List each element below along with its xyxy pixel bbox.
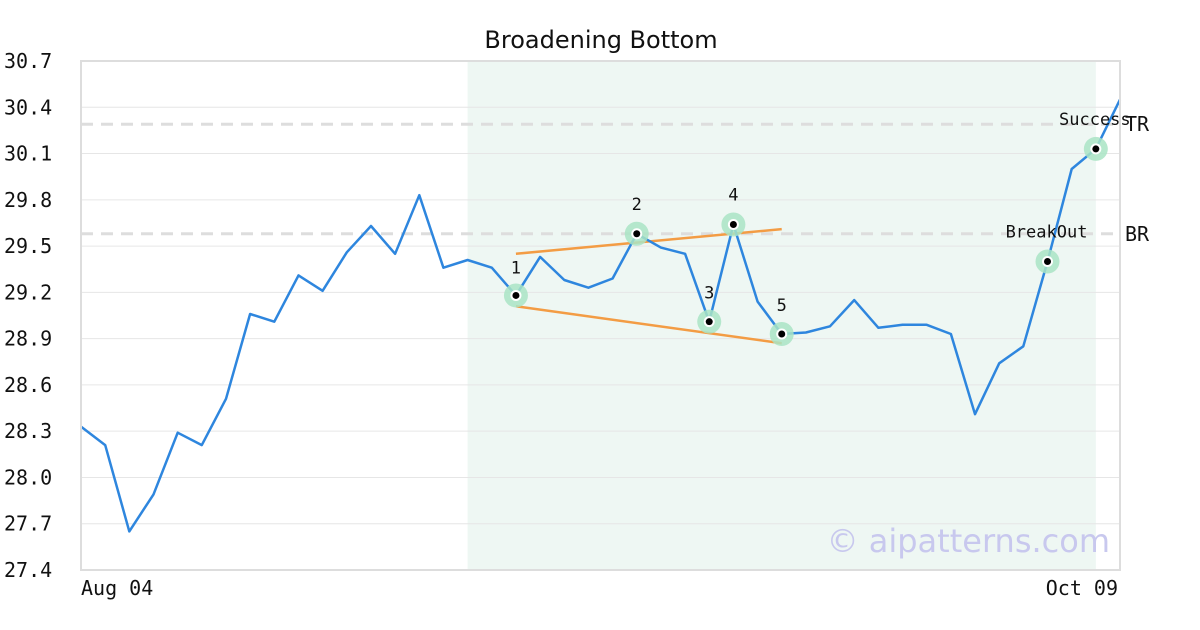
y-tick-label: 28.9 <box>4 327 52 351</box>
annotation-label: BreakOut <box>1006 223 1088 243</box>
y-tick-label: 30.7 <box>4 49 52 73</box>
marker-point <box>1092 145 1100 153</box>
marker-point <box>633 230 641 238</box>
y-tick-label: 30.1 <box>4 142 52 166</box>
x-tick-label: Aug 04 <box>81 576 153 600</box>
y-tick-label: 29.2 <box>4 280 52 304</box>
marker-point <box>729 220 737 228</box>
y-tick-label: 28.3 <box>4 419 52 443</box>
y-tick-label: 30.4 <box>4 95 52 119</box>
marker-point <box>512 291 520 299</box>
y-tick-label: 27.7 <box>4 512 52 536</box>
x-axis-ticks: Aug 04 Oct 09 <box>81 576 1118 600</box>
pattern-point-label: 1 <box>511 258 521 278</box>
marker-point <box>1044 258 1052 266</box>
y-axis-ticks: 27.4 27.7 28.0 28.3 28.6 28.9 29.2 29.5 29.8 30.1… <box>4 49 52 582</box>
price-line-series <box>80 99 1122 533</box>
marker-point <box>778 330 786 338</box>
reference-lines: TR BR <box>81 112 1150 246</box>
pattern-point-label: 4 <box>728 185 738 205</box>
watermark: © aipatterns.com <box>827 522 1110 560</box>
y-tick-label: 27.4 <box>4 558 52 582</box>
y-tick-label: 28.0 <box>4 465 52 489</box>
pattern-point-label: 2 <box>632 195 642 215</box>
pattern-markers: 1 2 3 4 5 BreakOut Success <box>503 110 1131 347</box>
marker-point <box>705 318 713 326</box>
trendline <box>515 305 782 345</box>
plot-frame <box>80 60 1121 571</box>
x-tick-label: Oct 09 <box>1046 576 1118 600</box>
pattern-point-label: 3 <box>704 284 714 304</box>
reference-line-label: TR <box>1125 112 1150 136</box>
pattern-highlight-region <box>467 61 1096 570</box>
y-tick-label: 28.6 <box>4 373 52 397</box>
annotation-label: Success <box>1059 110 1131 130</box>
pattern-point-label: 5 <box>777 296 787 316</box>
y-tick-label: 29.5 <box>4 234 52 258</box>
price-line <box>80 99 1122 533</box>
y-tick-label: 29.8 <box>4 188 52 212</box>
chart-title: Broadening Bottom <box>484 26 717 54</box>
highlight-band <box>467 61 1096 570</box>
reference-line-label: BR <box>1125 222 1150 246</box>
